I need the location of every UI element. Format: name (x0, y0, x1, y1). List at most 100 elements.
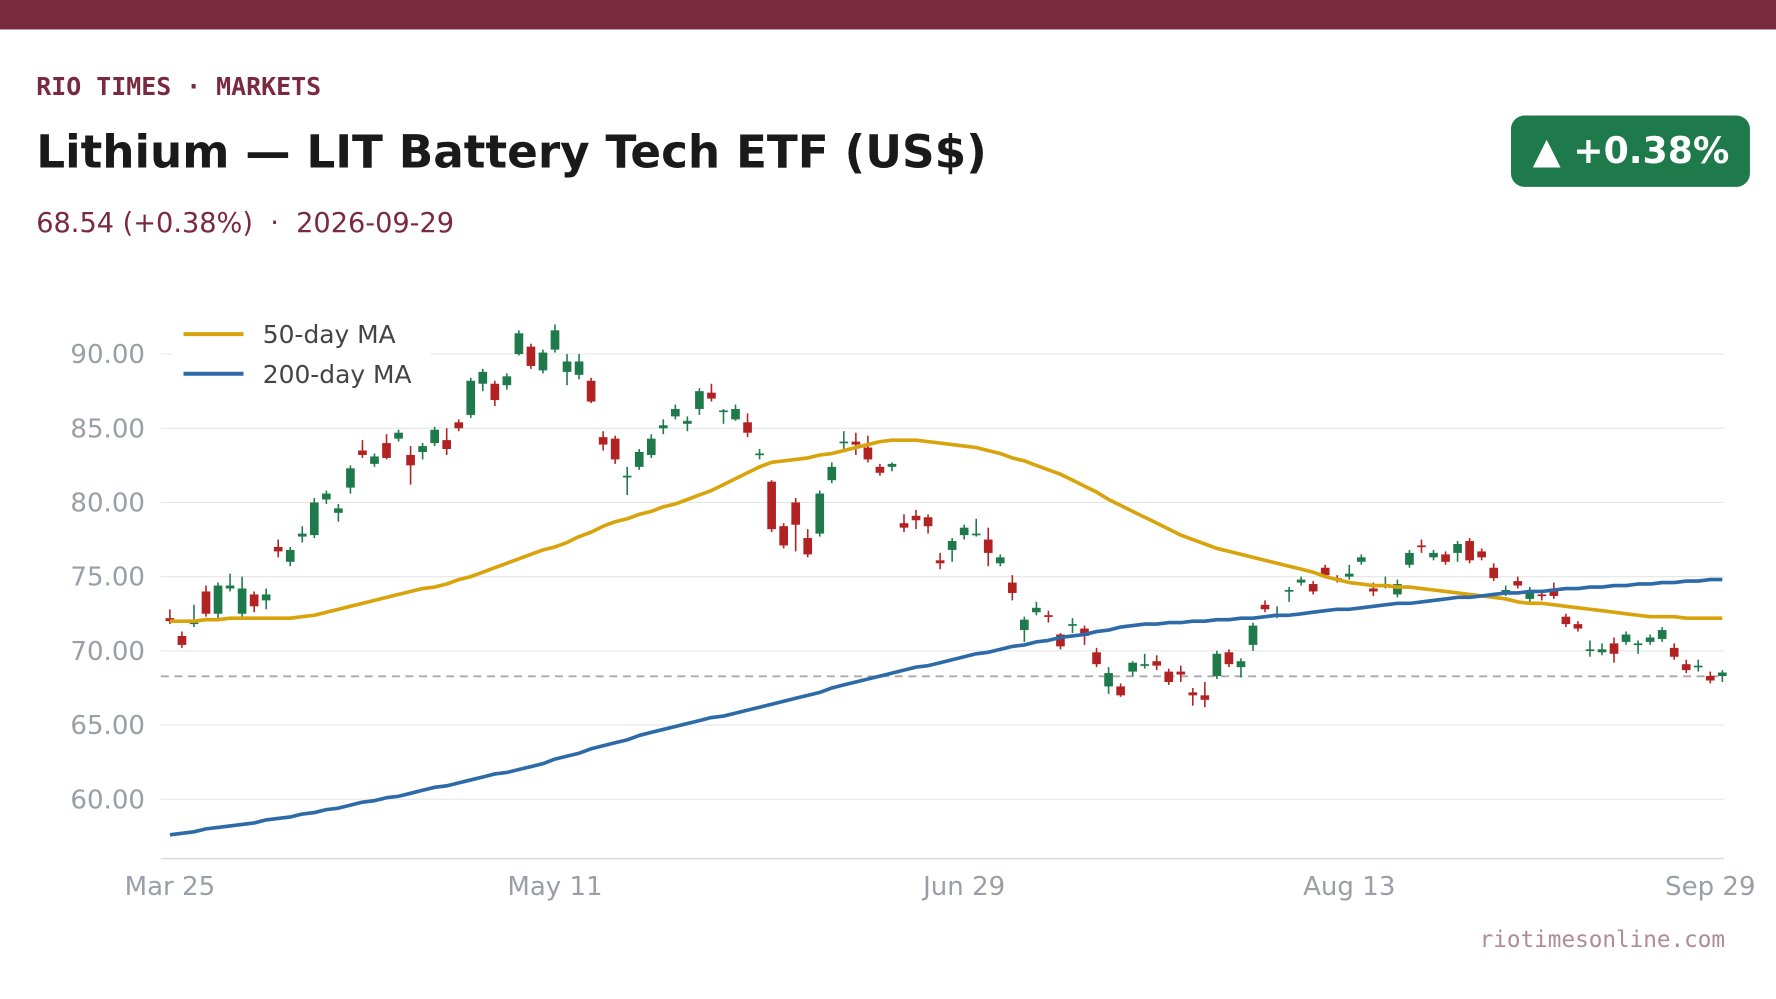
candle-body (490, 383, 500, 401)
candle-body (1669, 647, 1679, 657)
candle-body (430, 429, 439, 444)
candle-body (1164, 671, 1174, 682)
candle-body (971, 533, 981, 536)
candle-body (695, 391, 704, 409)
candle-body (478, 371, 488, 384)
candle-body (1080, 628, 1089, 636)
candle-body (1621, 634, 1631, 642)
title: Lithium — LIT Battery Tech ETF (US$) (36, 126, 987, 179)
candle-body (1597, 649, 1607, 653)
y-tick-label: 60.00 (70, 785, 145, 815)
candle-body (1537, 594, 1547, 597)
candle-body (1236, 661, 1246, 668)
candle-body (514, 333, 524, 355)
candle-body (466, 380, 476, 415)
candle-body (1429, 552, 1438, 558)
x-tick-label: Mar 25 (125, 872, 216, 902)
candle-body (983, 539, 993, 553)
candle-body (382, 443, 391, 458)
candle-body (273, 546, 283, 552)
candle-body (358, 450, 367, 455)
y-tick-label: 90.00 (70, 340, 145, 370)
candle-body (1224, 652, 1234, 665)
candle-body (1296, 579, 1306, 583)
candle-body (1188, 692, 1198, 696)
candle-body (346, 468, 355, 488)
candle-body (959, 527, 969, 536)
candle-body (1044, 615, 1053, 617)
candle-body (370, 456, 379, 464)
candle-body (1561, 616, 1571, 625)
candle-body (201, 591, 211, 614)
candle-body (719, 410, 728, 413)
candle-body (1200, 695, 1210, 700)
candle-body (1128, 662, 1137, 672)
candle-body (779, 526, 788, 546)
candle-body (1356, 557, 1366, 562)
candle-body (1068, 624, 1077, 626)
candle-body (1104, 673, 1113, 687)
candle-body (225, 585, 235, 589)
candle-body (731, 408, 740, 420)
candle-body (502, 376, 512, 386)
candle-body (1056, 634, 1065, 647)
candle-body (887, 463, 897, 467)
candle-body (767, 481, 776, 530)
footer: riotimesonline.com (1480, 927, 1725, 953)
candle-body (803, 538, 813, 555)
candle-body (1116, 686, 1125, 696)
y-tick-label: 70.00 (70, 637, 145, 667)
candle-body (1465, 541, 1474, 561)
candle-body (1344, 573, 1354, 577)
candle-body (1020, 619, 1029, 631)
candle-body (1320, 567, 1330, 576)
candle-body (574, 361, 584, 375)
candle-body (815, 493, 825, 534)
candle-body (454, 422, 464, 429)
candle-body (743, 422, 752, 433)
candle-body (1308, 584, 1318, 592)
candle-body (309, 502, 319, 536)
candle-body (165, 618, 175, 622)
candle-body (334, 508, 343, 513)
top-bar (0, 0, 1776, 30)
x-tick-label: May 11 (507, 872, 602, 902)
candle-body (1489, 567, 1499, 579)
candle-body (1681, 664, 1691, 671)
candle-body (863, 447, 873, 460)
candle-body (297, 533, 307, 537)
candle-body (598, 437, 608, 445)
y-tick-label: 75.00 (70, 563, 145, 593)
candle-body (899, 523, 909, 528)
candle-body (851, 441, 861, 445)
candle-body (1405, 552, 1414, 565)
candle-body (1693, 665, 1703, 668)
candle-body (707, 392, 716, 399)
candle-body (1152, 661, 1162, 666)
candle-body (1525, 591, 1535, 599)
candle-body (394, 432, 403, 439)
candle-body (791, 502, 801, 525)
candle-body (1393, 584, 1402, 595)
candle-body (671, 408, 680, 417)
candle-body (610, 438, 620, 460)
candle-body (1501, 589, 1511, 592)
candle-body (622, 475, 632, 478)
candle-body (1092, 652, 1101, 665)
candle-body (1573, 624, 1583, 629)
candle-body (1140, 664, 1150, 666)
kicker: RIO TIMES · MARKETS (36, 72, 321, 101)
candle-body (526, 346, 536, 366)
candle-body (935, 560, 945, 564)
candle-body (995, 557, 1005, 564)
candle-body (683, 420, 692, 424)
candle-body (947, 541, 957, 550)
candle-body (1284, 589, 1294, 592)
candle-body (406, 454, 415, 466)
candle-body (911, 515, 921, 521)
candle-body (322, 493, 331, 500)
legend-label: 200-day MA (263, 360, 412, 389)
candle-body (1417, 545, 1426, 548)
candle-body (634, 451, 644, 467)
